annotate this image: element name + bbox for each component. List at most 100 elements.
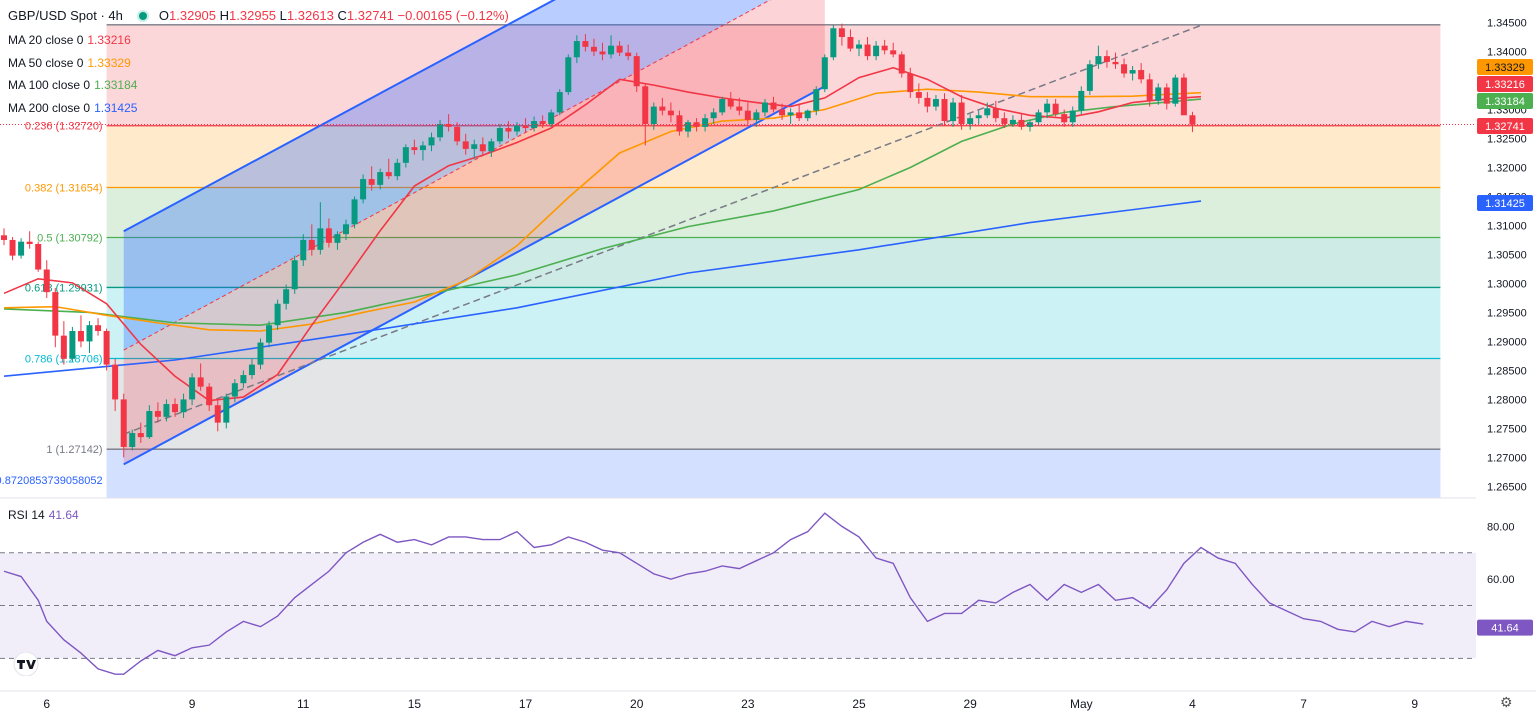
candle-body (146, 411, 153, 438)
candle-body (351, 199, 358, 225)
candle-body (394, 162, 401, 177)
candle-body (1086, 64, 1093, 91)
candle-body (1061, 114, 1068, 123)
tradingview-logo-icon[interactable] (10, 652, 42, 676)
symbol-header: GBP/USD Spot · 4h O1.32905 H1.32955 L1.32… (8, 8, 509, 23)
candle-body (18, 241, 25, 256)
candle-body (856, 44, 862, 49)
candle-body (172, 404, 178, 413)
candle-body (924, 97, 931, 107)
candle-body (761, 102, 768, 113)
price-tag (1477, 59, 1533, 75)
legend-ma200[interactable]: MA 200 close 0 1.31425 (8, 101, 137, 115)
fib-zone (106, 449, 1441, 498)
candle-body (197, 377, 204, 387)
candle-body (1044, 103, 1051, 113)
candle-body (642, 86, 649, 124)
fib-zone (106, 287, 1441, 359)
candle-body (796, 112, 803, 119)
candle-body (360, 179, 367, 200)
candle-body (445, 123, 452, 127)
fib-zone (106, 358, 1441, 450)
candle-body (120, 399, 127, 447)
candle-body (325, 228, 332, 243)
time-tick-label: 7 (1300, 697, 1307, 711)
candle-body (779, 109, 786, 116)
candle-body (1138, 70, 1145, 80)
market-status-icon (136, 10, 149, 23)
price-tick-label: 1.32000 (1487, 162, 1527, 174)
rsi-tick-label: 60.00 (1487, 574, 1515, 586)
legend-ma100[interactable]: MA 100 close 0 1.33184 (8, 78, 137, 92)
rsi-tick-label: 80.00 (1487, 521, 1515, 533)
candle-body (950, 102, 957, 122)
close-value: 1.32741 (346, 8, 394, 23)
price-tag-label: 1.33329 (1485, 62, 1525, 74)
legend-ma20[interactable]: MA 20 close 0 1.33216 (8, 33, 131, 47)
candle-body (992, 108, 999, 119)
candle-body (702, 118, 709, 127)
candle-body (1018, 119, 1025, 127)
price-tick-label: 1.26500 (1487, 481, 1527, 493)
open-label: O (158, 8, 170, 23)
ma50-line (3, 88, 1202, 332)
candle-body (257, 342, 264, 365)
candle-body (317, 228, 324, 250)
candle-body (770, 102, 777, 110)
legend-value: 1.33216 (87, 33, 131, 47)
close-label: C (337, 8, 347, 23)
candle-body (539, 121, 546, 124)
candle-body (231, 383, 238, 397)
fib-level-label: 0.5 (1.30792) (37, 233, 102, 245)
candle-body (633, 56, 640, 87)
candle-body (69, 330, 76, 359)
candle-body (189, 377, 196, 400)
candle-body (274, 303, 281, 326)
rsi-tag (1477, 619, 1533, 636)
candle-body (343, 224, 349, 235)
candle-body (385, 172, 392, 177)
candle-body (821, 57, 828, 90)
legend-ma50[interactable]: MA 50 close 0 1.33329 (8, 56, 131, 70)
legend-value: 1.33329 (87, 56, 131, 70)
candle-body (129, 433, 136, 447)
price-tick-label: 1.29000 (1487, 336, 1527, 348)
price-tick-label: 1.31000 (1487, 220, 1527, 232)
symbol-title[interactable]: GBP/USD Spot · 4h (8, 8, 123, 23)
candle-body (180, 399, 187, 413)
candle-body (137, 433, 144, 438)
candle-body (787, 112, 794, 116)
candle-body (838, 28, 845, 37)
candle-body (1112, 61, 1119, 65)
channel-lower-fill (123, 0, 825, 465)
rsi-tag-label: 41.64 (1491, 623, 1519, 635)
candle-body (727, 99, 734, 107)
legend-value: 1.31425 (94, 101, 138, 115)
candle-body (77, 330, 84, 342)
candle-body (283, 289, 290, 304)
settings-gear-icon[interactable]: ⚙ (1500, 694, 1513, 710)
candle-body (1001, 118, 1008, 124)
candle-body (710, 112, 717, 119)
rsi-legend[interactable]: RSI 14 41.64 (8, 508, 79, 522)
candle-body (1155, 87, 1162, 101)
legend-value: 1.33184 (94, 78, 138, 92)
candle-body (599, 51, 606, 55)
candle-body (864, 44, 871, 57)
time-tick-label: 9 (189, 697, 196, 711)
rsi-value: 41.64 (48, 508, 79, 522)
candle-body (667, 110, 674, 116)
candle-body (719, 99, 726, 113)
price-tick-label: 1.27500 (1487, 423, 1527, 435)
price-tag (1477, 76, 1533, 92)
channel-upper-line (123, 0, 556, 233)
candle-body (454, 126, 461, 142)
ma20-line (3, 66, 1202, 402)
candle-body (26, 241, 33, 245)
time-tick-label: 11 (297, 697, 310, 711)
candle-body (975, 115, 982, 119)
candle-body (659, 106, 666, 111)
time-tick-label: 23 (741, 697, 755, 711)
candle-body (266, 325, 273, 343)
